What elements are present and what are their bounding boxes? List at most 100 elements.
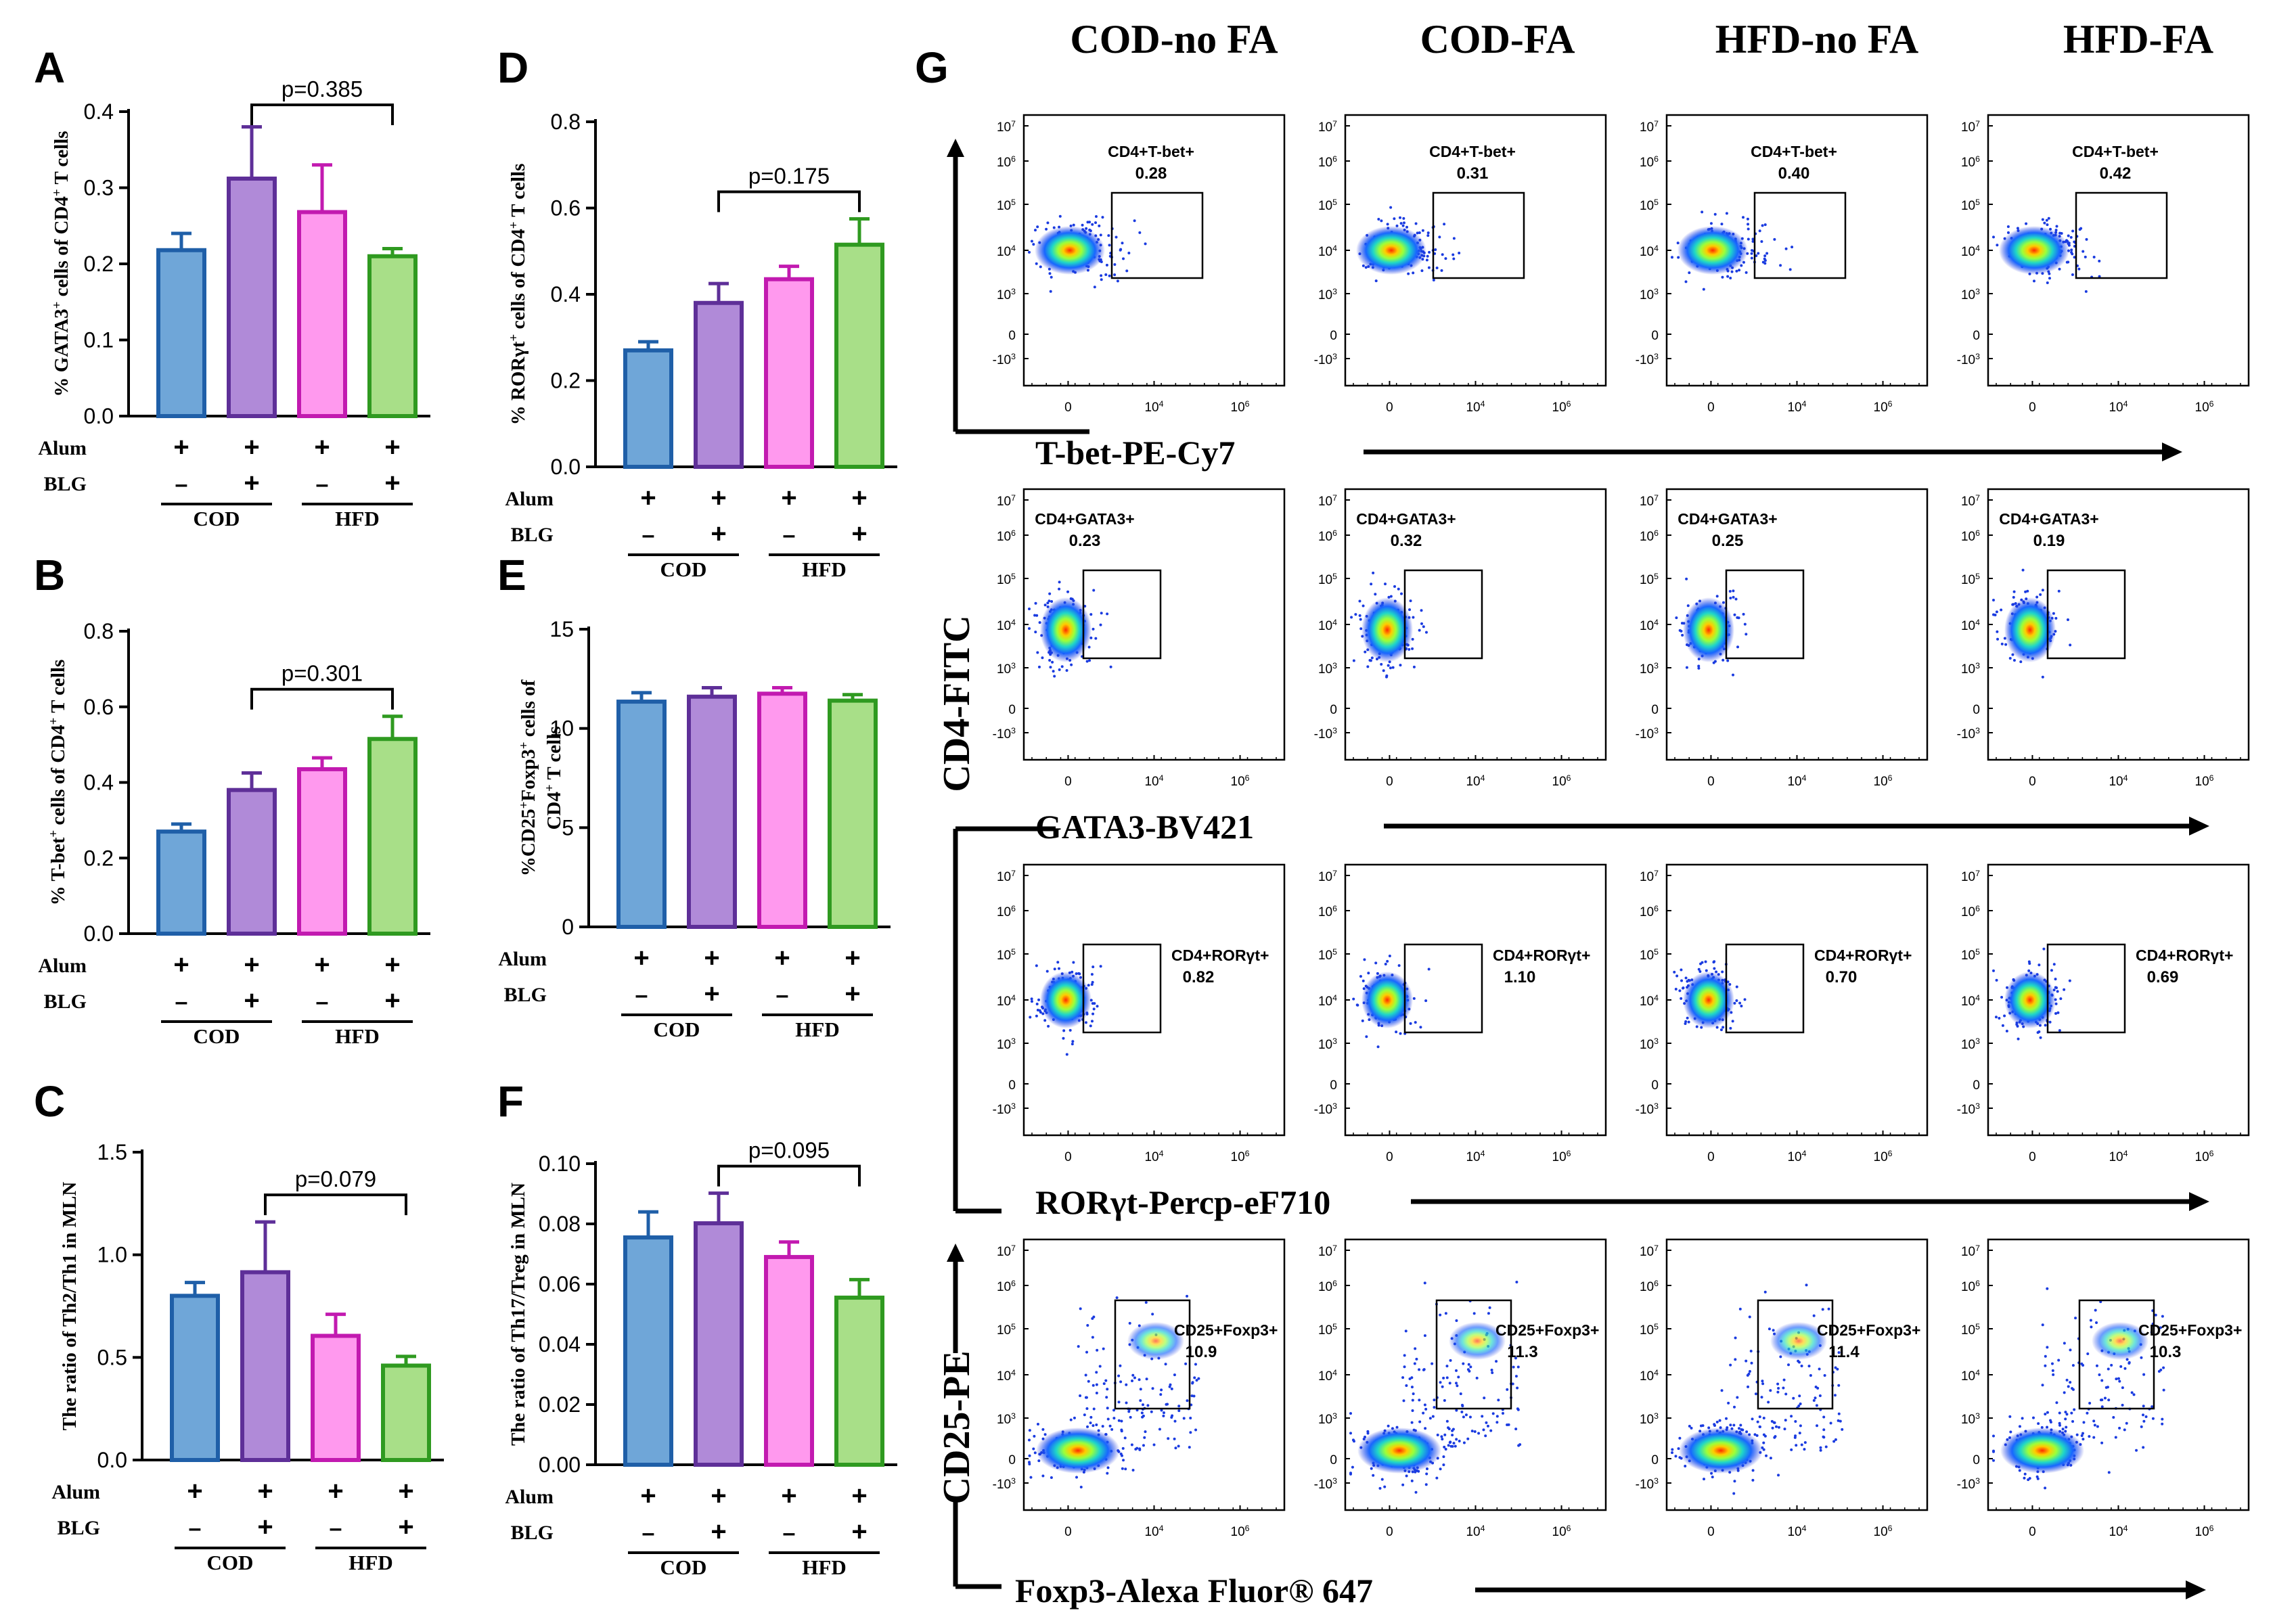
label-part: 10 bbox=[997, 530, 1011, 544]
event-dot bbox=[1439, 1381, 1442, 1384]
event-dot bbox=[1354, 613, 1357, 616]
chart-panel-d: D0.00.20.40.60.8% RORγt+ cells of CD4+ T… bbox=[497, 43, 897, 581]
label-part: 10 bbox=[997, 662, 1011, 677]
event-dot bbox=[2161, 1417, 2164, 1421]
label-part: 3 bbox=[1654, 352, 1659, 361]
label-part: 10 bbox=[1787, 401, 1801, 415]
event-dot bbox=[1386, 223, 1389, 226]
event-dot bbox=[2100, 1398, 2104, 1402]
gate-name: CD4+T-bet+ bbox=[1429, 143, 1516, 160]
y-tick-label: 106 bbox=[997, 1279, 1016, 1294]
event-dot bbox=[1079, 1394, 1082, 1397]
event-dot bbox=[2067, 242, 2071, 245]
event-dot bbox=[1459, 1392, 1462, 1396]
event-dot bbox=[1386, 959, 1389, 963]
event-dot bbox=[1124, 1467, 1127, 1471]
y-tick-label: -103 bbox=[1314, 352, 1337, 367]
bar bbox=[381, 1363, 431, 1463]
event-dot bbox=[1128, 1321, 1131, 1325]
label-part: 10 bbox=[1961, 199, 1975, 213]
event-dot bbox=[1818, 1394, 1822, 1398]
event-dot bbox=[1741, 1428, 1744, 1432]
event-dot bbox=[2065, 1378, 2069, 1382]
event-dot bbox=[1077, 1345, 1080, 1348]
y-tick-label: 0 bbox=[1330, 703, 1337, 717]
label-part: 10 bbox=[997, 245, 1011, 259]
label-part: 4 bbox=[1481, 1524, 1485, 1533]
blg-sign: – bbox=[330, 1515, 342, 1541]
y-tick-label: 0 bbox=[1651, 1078, 1659, 1093]
x-axis-arrowhead bbox=[2162, 442, 2182, 461]
gate-name: CD25+Foxp3+ bbox=[1817, 1321, 1920, 1339]
event-dot bbox=[2140, 1425, 2143, 1428]
alum-sign: + bbox=[633, 943, 649, 973]
event-dot bbox=[1482, 1428, 1485, 1432]
event-dot bbox=[1455, 1438, 1458, 1441]
event-dot bbox=[1433, 1398, 1436, 1402]
event-dot bbox=[1444, 1312, 1447, 1315]
label-part: 5 bbox=[1975, 1322, 1980, 1331]
label-part: 3 bbox=[1011, 1036, 1016, 1046]
event-dot bbox=[2060, 231, 2063, 235]
x-tick-label: 104 bbox=[1466, 1524, 1485, 1539]
x-tick-label: 104 bbox=[1787, 773, 1806, 789]
event-dot bbox=[1361, 979, 1365, 982]
label-part: 5 bbox=[1011, 572, 1016, 581]
event-dot bbox=[2080, 1434, 2084, 1438]
label-part: 10 bbox=[1318, 949, 1332, 963]
event-dot bbox=[2046, 1411, 2049, 1414]
event-dot bbox=[1444, 257, 1447, 260]
event-dot bbox=[1721, 658, 1725, 662]
row-label-blg: BLG bbox=[511, 1522, 554, 1544]
event-dot bbox=[1751, 1478, 1755, 1482]
event-dot bbox=[1448, 1382, 1451, 1385]
y-tick-label: -103 bbox=[993, 1476, 1016, 1492]
y-tick-label: 0.06 bbox=[539, 1272, 581, 1296]
event-dot bbox=[1028, 1429, 1031, 1432]
label-part: 4 bbox=[1975, 993, 1980, 1003]
label-part: 4 bbox=[1654, 1368, 1659, 1377]
bar bbox=[834, 1296, 884, 1467]
bar bbox=[170, 1294, 220, 1463]
label-part: 5 bbox=[1654, 1322, 1659, 1331]
x-tick-label: 0 bbox=[1386, 775, 1393, 789]
label-part: 3 bbox=[1332, 1411, 1337, 1421]
event-dot bbox=[1169, 1383, 1172, 1386]
panel-letter: A bbox=[34, 43, 65, 92]
event-dot bbox=[1779, 1355, 1782, 1359]
event-dot bbox=[1142, 1414, 1145, 1417]
event-dot bbox=[1125, 1401, 1128, 1405]
event-dot bbox=[1388, 955, 1391, 958]
event-dot bbox=[1834, 1366, 1837, 1369]
label-part: 10 bbox=[1961, 495, 1975, 509]
y-tick-label: 103 bbox=[1318, 661, 1337, 677]
event-dot bbox=[2001, 1024, 2004, 1027]
event-dot bbox=[1422, 625, 1425, 629]
event-dot bbox=[1173, 1373, 1176, 1377]
event-dot bbox=[1747, 1385, 1750, 1388]
y-tick-label: 0.6 bbox=[551, 196, 581, 221]
x-tick-label: 104 bbox=[1144, 1149, 1163, 1164]
x-tick-label: 0 bbox=[1707, 775, 1715, 789]
event-dot bbox=[1729, 1423, 1732, 1427]
event-dot bbox=[1367, 972, 1370, 975]
label-part: -10 bbox=[1957, 353, 1975, 367]
gate-box bbox=[2046, 943, 2126, 1034]
y-tick-label: 0.04 bbox=[539, 1332, 581, 1356]
event-dot bbox=[2096, 1425, 2099, 1428]
event-dot bbox=[1091, 1317, 1094, 1320]
event-dot bbox=[1748, 1315, 1751, 1319]
significance-bracket bbox=[264, 1193, 407, 1216]
event-dot bbox=[1729, 1026, 1732, 1030]
y-tick-label: 0 bbox=[1330, 1078, 1337, 1093]
event-dot bbox=[1469, 1365, 1472, 1369]
label-part: 3 bbox=[1654, 1036, 1659, 1046]
event-dot bbox=[2100, 1405, 2104, 1409]
event-dot bbox=[1366, 1430, 1370, 1433]
event-dot bbox=[1784, 247, 1788, 250]
event-dot bbox=[1100, 612, 1103, 615]
density-positive bbox=[1770, 1322, 1827, 1360]
label-part: 10 bbox=[1787, 1525, 1801, 1539]
event-dot bbox=[1420, 609, 1423, 612]
